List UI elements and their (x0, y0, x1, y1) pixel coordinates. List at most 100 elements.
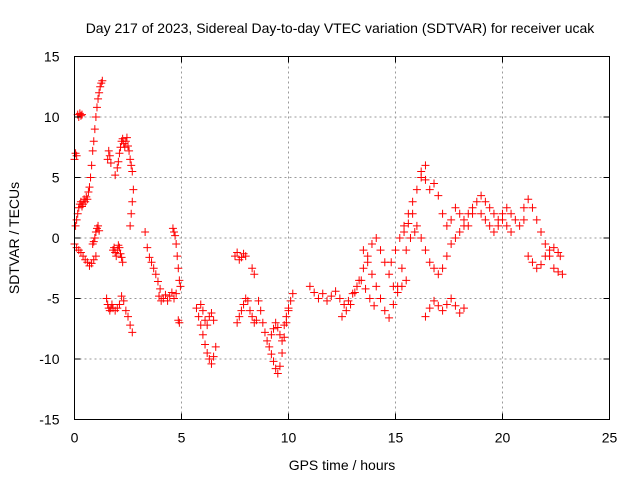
data-point (168, 224, 177, 233)
data-point (237, 306, 246, 315)
data-point (338, 312, 346, 321)
data-point (104, 146, 113, 155)
data-point (89, 137, 98, 146)
data-point (129, 185, 138, 194)
data-point (494, 221, 503, 230)
data-point (98, 76, 107, 85)
data-point (127, 161, 136, 170)
data-point (367, 270, 376, 279)
data-point (477, 191, 486, 200)
data-point (90, 234, 99, 242)
data-point (174, 264, 183, 273)
data-point (126, 155, 135, 164)
data-point (489, 227, 498, 236)
data-point (196, 321, 205, 330)
data-point (361, 284, 370, 293)
data-point (88, 146, 97, 155)
data-point (545, 246, 554, 255)
data-point (128, 167, 137, 176)
data-point (147, 258, 156, 267)
data-point (442, 252, 451, 261)
data-point (203, 321, 212, 330)
data-point (145, 253, 154, 262)
data-point (95, 226, 104, 235)
data-point (122, 133, 131, 142)
data-point (397, 264, 406, 273)
data-point (128, 328, 137, 337)
data-point (421, 312, 430, 321)
data-point (115, 243, 124, 252)
data-point (528, 203, 537, 212)
data-point (126, 221, 135, 230)
data-point (269, 324, 278, 333)
data-point (370, 301, 379, 310)
data-point (267, 330, 276, 339)
y-tick-label: -10 (39, 351, 59, 367)
data-point (393, 282, 402, 291)
data-point (89, 237, 98, 246)
data-point (455, 227, 464, 236)
data-point (94, 94, 103, 103)
data-point (271, 318, 280, 327)
data-point (120, 143, 129, 152)
data-point (233, 248, 242, 257)
data-point (310, 288, 319, 297)
data-point (254, 296, 263, 305)
data-point (196, 300, 205, 309)
data-point (149, 264, 158, 273)
data-point (112, 252, 121, 261)
data-point (519, 215, 528, 224)
data-point (502, 221, 511, 230)
data-point (171, 231, 180, 240)
data-point (263, 336, 272, 345)
data-point (472, 197, 481, 206)
data-point (239, 300, 248, 309)
data-point (71, 221, 80, 230)
data-point (115, 300, 124, 309)
data-point (331, 287, 340, 296)
data-point (170, 294, 179, 303)
data-point (286, 296, 295, 305)
data-point (124, 312, 132, 321)
data-point (451, 203, 460, 212)
data-point (102, 294, 111, 303)
data-point (267, 350, 276, 359)
data-point (201, 340, 210, 349)
data-point (323, 296, 332, 305)
data-point (271, 364, 280, 373)
data-point (275, 362, 284, 371)
data-point (77, 110, 86, 119)
data-point (96, 82, 105, 91)
data-point (117, 253, 126, 262)
data-point (115, 149, 124, 158)
x-tick-label: 10 (281, 430, 297, 446)
data-point (119, 296, 128, 305)
data-point (447, 294, 456, 303)
data-point (107, 300, 116, 309)
data-point (288, 289, 297, 298)
data-point (282, 312, 291, 321)
data-point (284, 304, 293, 313)
data-point (408, 209, 417, 218)
data-point (380, 258, 389, 267)
data-point (243, 296, 252, 305)
data-point (106, 158, 115, 167)
data-point (172, 289, 181, 298)
data-point (170, 227, 179, 236)
data-point (207, 309, 216, 318)
data-point (468, 209, 477, 218)
data-point (85, 183, 94, 192)
data-point (111, 171, 120, 180)
data-point (421, 161, 430, 170)
data-point (391, 246, 400, 255)
data-point (489, 209, 498, 218)
data-point (126, 321, 135, 330)
data-point (395, 234, 404, 242)
data-point (278, 336, 287, 345)
data-point (459, 304, 468, 313)
data-point (151, 270, 160, 279)
data-point (125, 146, 134, 155)
data-point (556, 252, 565, 261)
x-tick-label: 25 (602, 430, 618, 446)
